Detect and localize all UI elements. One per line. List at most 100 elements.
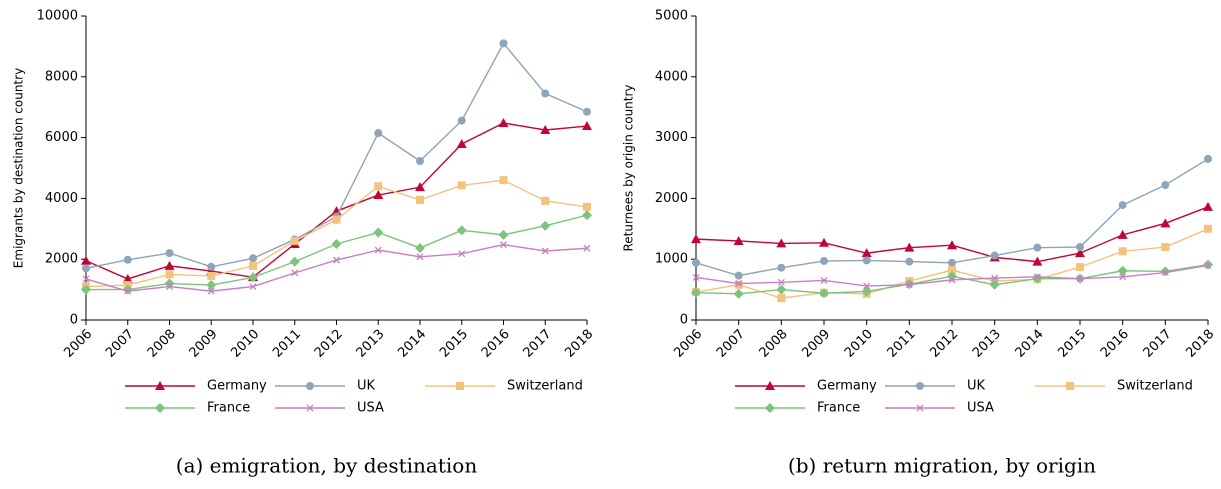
marker (248, 272, 258, 283)
x-tick-label: 2012 (312, 327, 346, 361)
marker (692, 273, 700, 281)
marker (733, 288, 744, 299)
marker (456, 382, 464, 390)
marker (1160, 266, 1171, 277)
marker (207, 271, 216, 280)
marker (541, 247, 549, 255)
marker (1118, 247, 1127, 256)
marker (819, 288, 829, 299)
marker (989, 279, 1000, 290)
marker (1033, 273, 1041, 281)
marker (291, 269, 299, 277)
legend-label: Germany (207, 379, 267, 394)
marker (947, 271, 957, 282)
marker (1075, 248, 1085, 258)
marker (456, 138, 467, 148)
caption: (b) return migration, by origin (788, 454, 1096, 478)
marker (948, 276, 956, 284)
marker (332, 215, 341, 224)
marker (249, 283, 257, 291)
marker (582, 210, 592, 221)
marker (691, 287, 701, 298)
marker (290, 236, 299, 245)
marker (1204, 154, 1212, 163)
x-tick-label: 2009 (187, 327, 221, 361)
marker (155, 403, 165, 413)
x-tick-label: 2008 (145, 327, 179, 361)
y-axis-label: Returnees by origin country (622, 84, 636, 251)
y-tick-label: 4000 (655, 69, 688, 84)
marker (1076, 275, 1084, 283)
marker (416, 195, 424, 204)
marker (374, 129, 383, 138)
y-tick-label: 0 (680, 313, 688, 328)
y-axis-label: Emigrants by destination country (12, 68, 26, 268)
legend-label: UK (967, 379, 986, 394)
x-tick-label: 2016 (1098, 327, 1132, 361)
marker (123, 255, 132, 264)
marker (1032, 273, 1043, 284)
x-tick-label: 2009 (799, 327, 833, 361)
marker (306, 382, 314, 390)
marker (164, 260, 175, 270)
series-line (695, 158, 1209, 277)
y-tick-label: 2000 (655, 191, 688, 206)
marker (82, 264, 90, 273)
y-tick-label: 5000 (655, 9, 688, 24)
marker (776, 284, 787, 295)
marker (1119, 273, 1127, 281)
x-tick-label: 2008 (757, 327, 791, 361)
marker (541, 196, 550, 205)
x-tick-label: 2017 (1141, 327, 1175, 361)
marker (81, 284, 91, 295)
marker (457, 116, 466, 125)
marker (122, 273, 133, 283)
marker (457, 181, 466, 190)
marker (1160, 218, 1171, 228)
marker (863, 282, 871, 290)
marker (583, 244, 591, 252)
marker (1161, 181, 1170, 190)
series-line (85, 122, 588, 280)
marker (500, 241, 507, 249)
y-tick-label: 4000 (45, 191, 78, 206)
y-tick-label: 3000 (655, 130, 688, 145)
series-line (86, 214, 588, 291)
legend-label: USA (967, 401, 994, 416)
legend-label: France (207, 401, 250, 416)
marker (819, 237, 829, 247)
legend-label: Switzerland (507, 379, 583, 394)
marker (1033, 243, 1042, 252)
marker (416, 157, 424, 166)
x-tick-label: 2015 (437, 327, 471, 361)
marker (499, 176, 508, 185)
x-tick-label: 2015 (1055, 327, 1089, 361)
marker (498, 118, 509, 128)
marker (904, 242, 915, 252)
x-tick-label: 2016 (479, 327, 513, 361)
x-tick-label: 2010 (842, 327, 876, 361)
marker (692, 258, 700, 267)
marker (207, 287, 215, 295)
marker (155, 381, 165, 390)
marker (1076, 263, 1084, 272)
marker (331, 239, 342, 249)
marker (1118, 201, 1127, 210)
marker (734, 271, 743, 280)
marker (498, 229, 509, 240)
marker (1117, 265, 1128, 276)
marker (165, 270, 174, 279)
caption: (a) emigration, by destination (176, 454, 478, 478)
marker (776, 238, 787, 248)
marker (81, 255, 91, 265)
marker (948, 266, 956, 275)
x-tick-label: 2010 (228, 327, 262, 361)
x-tick-label: 2018 (1183, 327, 1217, 361)
legend-label: UK (357, 379, 376, 394)
marker (373, 190, 384, 200)
marker (207, 262, 216, 271)
marker (820, 257, 828, 266)
x-tick-label: 2014 (1013, 327, 1047, 361)
marker (905, 257, 914, 266)
marker (416, 253, 424, 261)
